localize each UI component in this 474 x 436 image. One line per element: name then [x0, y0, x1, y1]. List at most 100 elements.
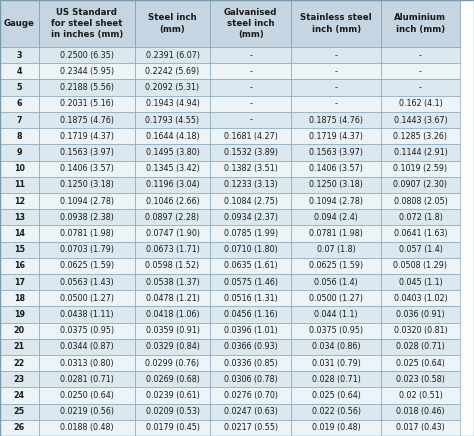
- Text: 0.0320 (0.81): 0.0320 (0.81): [393, 326, 447, 335]
- Text: 0.0269 (0.68): 0.0269 (0.68): [146, 375, 200, 384]
- Text: 0.0438 (1.11): 0.0438 (1.11): [60, 310, 114, 319]
- Text: 0.0598 (1.52): 0.0598 (1.52): [146, 261, 200, 270]
- Text: 0.1943 (4.94): 0.1943 (4.94): [146, 99, 200, 108]
- Text: 0.2092 (5.31): 0.2092 (5.31): [146, 83, 200, 92]
- Text: 0.1495 (3.80): 0.1495 (3.80): [146, 148, 200, 157]
- Text: 0.0625 (1.59): 0.0625 (1.59): [309, 261, 363, 270]
- Bar: [291, 290, 381, 307]
- Text: 0.1719 (4.37): 0.1719 (4.37): [309, 132, 363, 141]
- Bar: [135, 355, 210, 371]
- Text: 0.0403 (1.02): 0.0403 (1.02): [393, 294, 447, 303]
- Text: -: -: [419, 83, 422, 92]
- Text: 0.0299 (0.76): 0.0299 (0.76): [146, 358, 200, 368]
- Bar: [210, 47, 291, 63]
- Text: 6: 6: [17, 99, 22, 108]
- Bar: [135, 242, 210, 258]
- Bar: [135, 79, 210, 96]
- Bar: [0, 112, 39, 128]
- Bar: [39, 160, 135, 177]
- Text: 24: 24: [14, 391, 25, 400]
- Bar: [39, 371, 135, 387]
- Text: -: -: [249, 67, 252, 76]
- Text: 0.1875 (4.76): 0.1875 (4.76): [60, 116, 114, 125]
- Bar: [135, 112, 210, 128]
- Text: 0.0710 (1.80): 0.0710 (1.80): [224, 245, 278, 254]
- Bar: [381, 0, 460, 47]
- Bar: [291, 177, 381, 193]
- Bar: [381, 225, 460, 242]
- Bar: [210, 112, 291, 128]
- Bar: [381, 79, 460, 96]
- Bar: [210, 144, 291, 160]
- Bar: [381, 355, 460, 371]
- Text: 0.0250 (0.64): 0.0250 (0.64): [60, 391, 114, 400]
- Text: 0.022 (0.56): 0.022 (0.56): [311, 407, 361, 416]
- Text: -: -: [419, 51, 422, 60]
- Text: 12: 12: [14, 197, 25, 205]
- Text: 8: 8: [17, 132, 22, 141]
- Text: 0.018 (0.46): 0.018 (0.46): [396, 407, 445, 416]
- Text: 0.0781 (1.98): 0.0781 (1.98): [309, 229, 363, 238]
- Text: 0.0508 (1.29): 0.0508 (1.29): [393, 261, 447, 270]
- Bar: [0, 160, 39, 177]
- Bar: [381, 371, 460, 387]
- Bar: [381, 193, 460, 209]
- Text: 0.1250 (3.18): 0.1250 (3.18): [60, 181, 114, 189]
- Text: 25: 25: [14, 407, 25, 416]
- Text: 0.034 (0.86): 0.034 (0.86): [312, 342, 360, 351]
- Bar: [381, 290, 460, 307]
- Bar: [210, 420, 291, 436]
- Text: 0.0188 (0.48): 0.0188 (0.48): [60, 423, 114, 433]
- Bar: [210, 307, 291, 323]
- Bar: [291, 209, 381, 225]
- Bar: [291, 79, 381, 96]
- Bar: [135, 96, 210, 112]
- Bar: [381, 387, 460, 404]
- Bar: [0, 96, 39, 112]
- Bar: [291, 387, 381, 404]
- Text: -: -: [335, 83, 337, 92]
- Bar: [39, 404, 135, 420]
- Bar: [210, 128, 291, 144]
- Bar: [135, 274, 210, 290]
- Bar: [291, 193, 381, 209]
- Bar: [291, 258, 381, 274]
- Text: 0.02 (0.51): 0.02 (0.51): [399, 391, 442, 400]
- Text: 20: 20: [14, 326, 25, 335]
- Bar: [135, 177, 210, 193]
- Text: 0.1345 (3.42): 0.1345 (3.42): [146, 164, 200, 173]
- Bar: [291, 144, 381, 160]
- Text: 0.028 (0.71): 0.028 (0.71): [396, 342, 445, 351]
- Bar: [39, 258, 135, 274]
- Text: 0.1563 (3.97): 0.1563 (3.97): [60, 148, 114, 157]
- Bar: [381, 96, 460, 112]
- Text: 0.0344 (0.87): 0.0344 (0.87): [60, 342, 114, 351]
- Bar: [210, 193, 291, 209]
- Text: 0.072 (1.8): 0.072 (1.8): [399, 213, 442, 222]
- Text: 0.1196 (3.04): 0.1196 (3.04): [146, 181, 200, 189]
- Bar: [39, 420, 135, 436]
- Text: 0.2344 (5.95): 0.2344 (5.95): [60, 67, 114, 76]
- Bar: [0, 387, 39, 404]
- Bar: [135, 225, 210, 242]
- Bar: [0, 144, 39, 160]
- Bar: [291, 420, 381, 436]
- Bar: [135, 404, 210, 420]
- Text: 0.0281 (0.71): 0.0281 (0.71): [60, 375, 114, 384]
- Text: 0.0897 (2.28): 0.0897 (2.28): [146, 213, 200, 222]
- Bar: [291, 128, 381, 144]
- Bar: [210, 63, 291, 79]
- Text: 0.045 (1.1): 0.045 (1.1): [399, 278, 442, 286]
- Bar: [291, 160, 381, 177]
- Bar: [210, 290, 291, 307]
- Text: 0.1233 (3.13): 0.1233 (3.13): [224, 181, 278, 189]
- Text: 0.019 (0.48): 0.019 (0.48): [312, 423, 360, 433]
- Text: 0.0747 (1.90): 0.0747 (1.90): [146, 229, 200, 238]
- Text: 0.031 (0.79): 0.031 (0.79): [311, 358, 361, 368]
- Text: 0.0938 (2.38): 0.0938 (2.38): [60, 213, 114, 222]
- Text: 0.0563 (1.43): 0.0563 (1.43): [60, 278, 114, 286]
- Bar: [0, 274, 39, 290]
- Bar: [381, 339, 460, 355]
- Bar: [291, 242, 381, 258]
- Text: 0.1406 (3.57): 0.1406 (3.57): [309, 164, 363, 173]
